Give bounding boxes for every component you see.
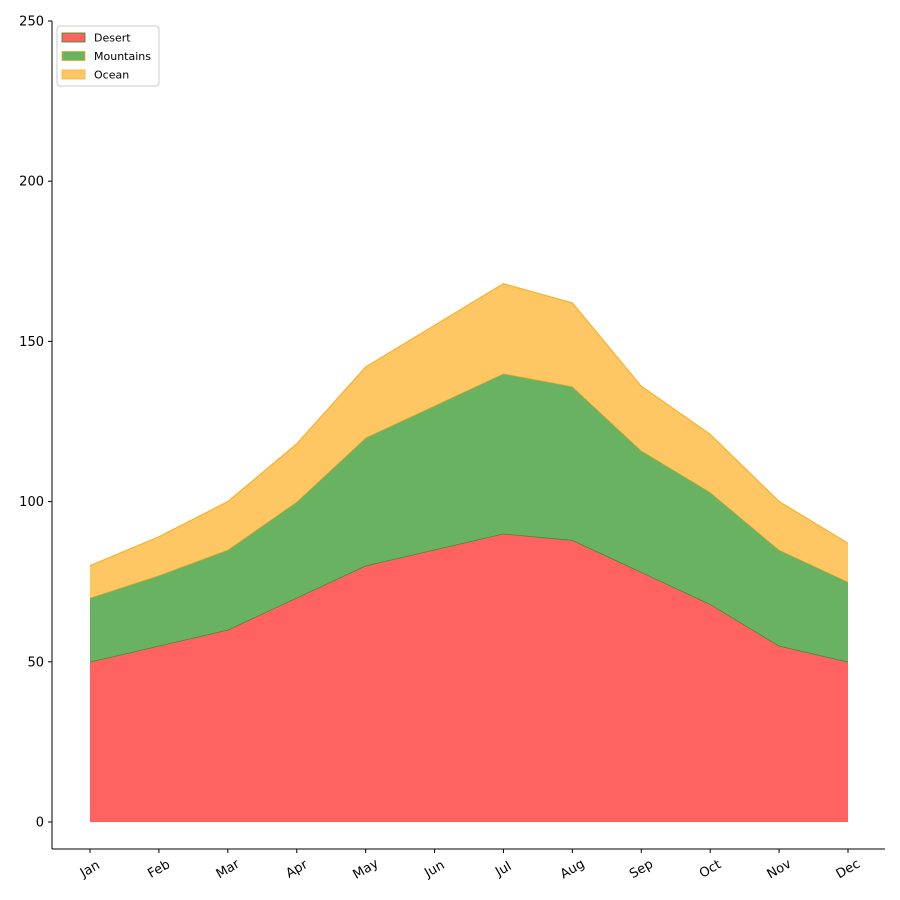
- x-tick-label: Jul: [492, 859, 514, 880]
- y-tick-label: 250: [19, 15, 44, 30]
- y-tick-label: 0: [36, 816, 44, 831]
- x-tick-label: Oct: [697, 857, 724, 881]
- legend-label-mountains: Mountains: [94, 50, 151, 63]
- x-tick-label: Jun: [421, 858, 447, 882]
- legend-label-ocean: Ocean: [94, 69, 129, 82]
- x-tick-label: Jan: [77, 858, 103, 882]
- area-edge-ocean: [89, 283, 849, 567]
- y-tick-label: 50: [27, 655, 44, 670]
- axes: [51, 21, 885, 850]
- x-tick-label: Feb: [145, 857, 172, 882]
- legend-swatch-mountains: [61, 51, 86, 61]
- x-tick-label: Nov: [765, 856, 795, 882]
- x-tick-label: Mar: [214, 856, 243, 882]
- area-desert: [90, 533, 848, 822]
- x-tick-label: Aug: [558, 857, 587, 883]
- legend-swatch-ocean: [61, 69, 86, 80]
- area-ocean: [90, 283, 848, 598]
- x-tick-label: Apr: [283, 857, 311, 882]
- legend-swatch-desert: [61, 32, 86, 43]
- x-tick-label: May: [350, 856, 381, 883]
- x-tick-label: Sep: [627, 857, 656, 882]
- y-tick-label: 150: [19, 335, 44, 350]
- area-layers: [89, 283, 849, 822]
- legend: Desert Mountains Ocean: [56, 25, 160, 87]
- legend-label-desert: Desert: [94, 32, 131, 45]
- area-mountains: [90, 373, 848, 662]
- x-axis-ticks: Jan Feb Mar Apr May Jun Jul Aug Sep Oct Nov Dec: [77, 849, 863, 883]
- y-tick-label: 100: [19, 495, 44, 510]
- y-axis-ticks: 0 50 100 150 200 250: [19, 15, 52, 831]
- y-tick-label: 200: [19, 175, 44, 190]
- x-tick-label: Dec: [834, 857, 863, 883]
